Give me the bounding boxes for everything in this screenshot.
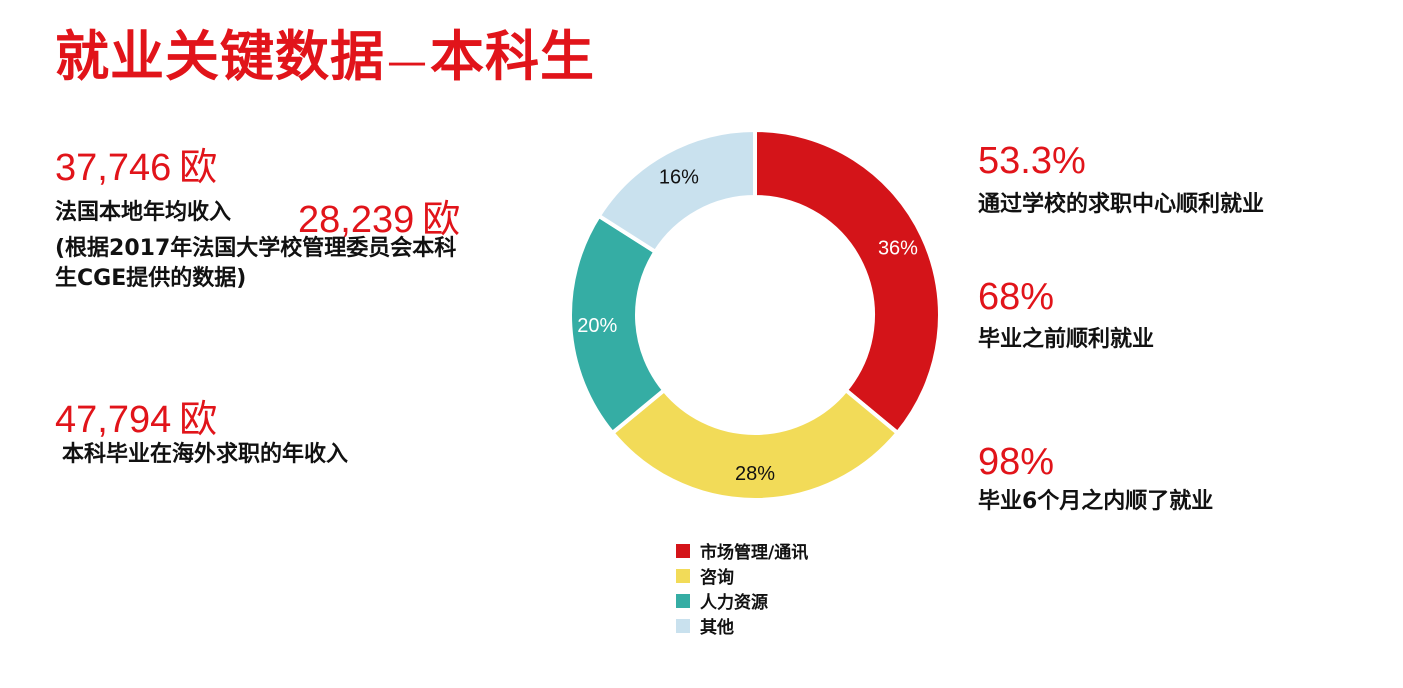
legend-swatch-4 [676,618,690,633]
title-main: 就业关键数据 [55,25,385,88]
title-separator: — [387,39,428,85]
legend-item-1: 市场管理/通讯 [676,538,808,563]
stat-cge-income-unit: 欧 [422,197,461,241]
stat-overseas-income: 47,794 欧 [55,388,217,443]
legend-label-1: 市场管理/通讯 [700,543,809,563]
title-sub: 本科生 [430,25,595,88]
source-note-line1: (根据2017年法国大学校管理委员会本科 [55,236,457,261]
legend-label-4: 其他 [700,618,734,638]
stat-overseas-income-unit: 欧 [179,397,218,441]
stat-six-months-value: 98% [978,441,1055,483]
legend-swatch-2 [676,568,690,583]
donut-slice-4 [596,127,757,255]
stat-cge-income-value: 28,239 [298,199,415,241]
donut-slice-label-2: 28% [735,463,775,485]
chart-legend: 市场管理/通讯 咨询人力资源其他 [676,538,808,638]
donut-slice-label-1: 36% [878,238,918,260]
stat-overseas-income-label: 本科毕业在海外求职的年收入 [62,442,349,467]
legend-item-2: 咨询 [676,563,808,588]
stat-six-months-label: 毕业6个月之内顺了就业 [978,489,1214,514]
legend-swatch-3 [676,593,690,608]
donut-slice-label-3: 20% [577,315,617,337]
donut-slice-2 [609,387,901,502]
source-note-line2: 生CGE提供的数据) [55,266,247,291]
legend-label-2: 咨询 [700,568,734,588]
stat-local-income-label: 法国本地年均收入 [55,200,232,225]
donut-slice-label-4: 16% [659,167,699,189]
stat-career-center-value: 53.3% [978,140,1086,182]
legend-swatch-1 [676,543,690,558]
stat-local-income: 37,746 欧 [55,136,217,191]
stat-cge-income: 28,239 欧 [298,188,460,243]
stat-local-income-value: 37,746 [55,147,172,189]
legend-item-4: 其他 [676,613,808,638]
donut-slice-1 [753,127,942,436]
stat-career-center-label: 通过学校的求职中心顺利就业 [978,192,1265,217]
donut-chart: 36% 28% 20% 16% [568,127,942,502]
legend-label-3: 人力资源 [700,593,768,613]
legend-item-3: 人力资源 [676,588,808,613]
stat-overseas-income-value: 47,794 [55,399,172,441]
stat-before-graduation-label: 毕业之前顺利就业 [978,327,1155,352]
stat-before-graduation-value: 68% [978,276,1055,318]
page-title: 就业关键数据—本科生 [55,12,595,91]
stat-local-income-unit: 欧 [179,145,218,189]
